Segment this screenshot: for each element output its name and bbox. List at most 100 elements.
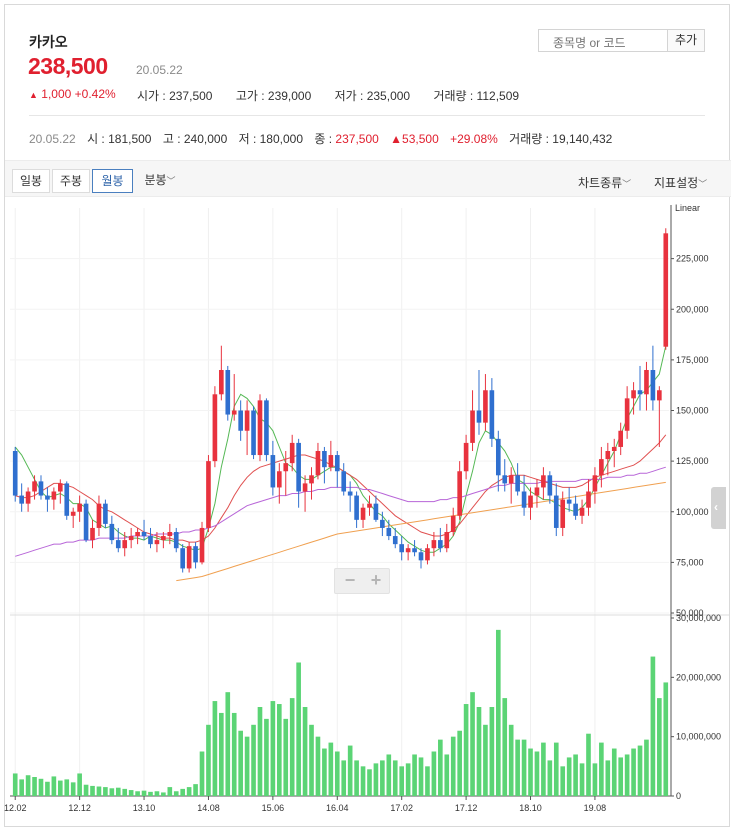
tab-daily[interactable]: 일봉 <box>12 169 50 193</box>
divider <box>29 115 705 116</box>
candle-body <box>289 442 295 464</box>
volume-bar <box>167 787 173 796</box>
volume-bar <box>212 701 218 796</box>
summary-close-label: 종 : <box>314 132 333 146</box>
candle-body <box>257 400 263 456</box>
candle-body <box>553 495 559 528</box>
tab-weekly[interactable]: 주봉 <box>52 169 90 193</box>
volume-bar <box>315 736 321 796</box>
candle-body <box>96 503 102 528</box>
candle-body <box>650 370 656 401</box>
indicator-dropdown[interactable]: 지표설정﹀ <box>654 174 707 191</box>
stock-name: 카카오 <box>29 34 68 50</box>
chart-toolbar: 일봉 주봉 월봉 분봉﹀ 차트종류﹀ 지표설정﹀ <box>5 160 731 197</box>
volume-bar <box>19 779 24 796</box>
volume-bar <box>566 757 572 796</box>
candle-body <box>515 475 520 492</box>
tab-minute[interactable]: 분봉﹀ <box>137 169 183 193</box>
volume-bar <box>231 712 237 796</box>
volume-bar <box>199 751 205 796</box>
volume-bar <box>296 662 301 796</box>
candle-body <box>212 394 218 462</box>
summary-change-percent: +29.08% <box>450 132 498 146</box>
summary-open: 시 : 181,500 <box>87 132 152 146</box>
volume-bar <box>489 707 495 796</box>
volume-bar <box>90 785 95 796</box>
candle-body <box>631 390 636 399</box>
candle-body <box>167 532 173 537</box>
volume-bar <box>238 730 243 796</box>
candle-body <box>77 503 82 512</box>
chart-widget: 카카오 238,500 20.05.22 ▲ 1,000 +0.42% 시가 :… <box>4 4 731 827</box>
candle-body <box>57 483 63 492</box>
candle-body <box>128 536 134 541</box>
x-tick-label: 17.02 <box>390 803 413 813</box>
candle-body <box>322 451 327 468</box>
volume-bar <box>547 760 553 796</box>
volume-tick-label: 0 <box>676 791 681 801</box>
volume-bar <box>25 775 31 796</box>
candle-body <box>341 471 347 492</box>
tab-monthly[interactable]: 월봉 <box>92 169 133 193</box>
volume-bar <box>463 704 469 796</box>
candle-body <box>431 540 437 549</box>
volume-bar <box>663 682 669 796</box>
change-percent: +0.42% <box>74 87 116 101</box>
search-input[interactable] <box>538 29 668 52</box>
candle-body <box>186 546 192 569</box>
candle-body <box>386 527 392 537</box>
chevron-down-icon: ﹀ <box>698 179 708 189</box>
candles <box>12 228 669 573</box>
y-tick-label: 75,000 <box>676 557 704 567</box>
candle-body <box>238 410 243 431</box>
candle-body <box>399 544 405 553</box>
change-amount: 1,000 <box>41 87 72 101</box>
candle-body <box>328 455 334 468</box>
candle-body <box>438 540 443 549</box>
volume-bar <box>309 724 314 796</box>
candle-body <box>418 552 424 561</box>
moving-averages <box>14 345 667 582</box>
volume-bar <box>334 751 340 796</box>
volume-bar <box>51 776 57 796</box>
candle-body <box>115 540 121 549</box>
tab-minute-label: 분봉 <box>144 173 167 187</box>
volume-bar <box>534 751 540 796</box>
y-tick-label: 175,000 <box>676 355 709 365</box>
volume-bar <box>12 773 18 796</box>
add-button[interactable]: 추가 <box>667 29 705 52</box>
summary-volume: 거래량 : 19,140,432 <box>509 132 613 146</box>
candle-body <box>25 491 31 504</box>
indicator-label: 지표설정 <box>654 176 699 190</box>
x-tick-label: 15.06 <box>262 803 285 813</box>
candle-body <box>154 540 160 545</box>
daily-stats: 시가 : 237,500 고가 : 239,000 저가 : 235,000 거… <box>137 87 539 104</box>
volume-bar <box>180 788 186 796</box>
volume-bar <box>70 782 76 796</box>
side-panel-toggle[interactable]: ‹ <box>711 487 726 529</box>
candle-body <box>206 461 211 528</box>
zoom-out-button[interactable]: − <box>344 570 356 590</box>
candle-body <box>109 523 115 541</box>
chart-type-dropdown[interactable]: 차트종류﹀ <box>578 174 631 191</box>
candle-body <box>309 475 314 484</box>
candle-body <box>45 495 50 500</box>
volume-bar <box>57 780 63 796</box>
stock-header: 카카오 238,500 20.05.22 ▲ 1,000 +0.42% 시가 :… <box>5 5 731 160</box>
y-tick-label: 50,000 <box>676 608 704 618</box>
candle-body <box>103 503 108 524</box>
zoom-in-button[interactable]: + <box>370 570 382 590</box>
chart-type-label: 차트종류 <box>578 176 623 190</box>
ma120-line <box>176 481 666 582</box>
candle-body <box>644 370 649 395</box>
candle-body <box>180 548 186 569</box>
volume-bar <box>476 707 482 796</box>
candle-summary: 20.05.22 시 : 181,500 고 : 240,000 저 : 180… <box>29 130 612 147</box>
volume-bar <box>360 766 366 796</box>
volume-bar <box>322 748 327 796</box>
candle-body <box>489 390 495 439</box>
volume-bar <box>592 763 598 796</box>
candle-body <box>579 507 585 516</box>
x-tick-label: 13.10 <box>133 803 156 813</box>
